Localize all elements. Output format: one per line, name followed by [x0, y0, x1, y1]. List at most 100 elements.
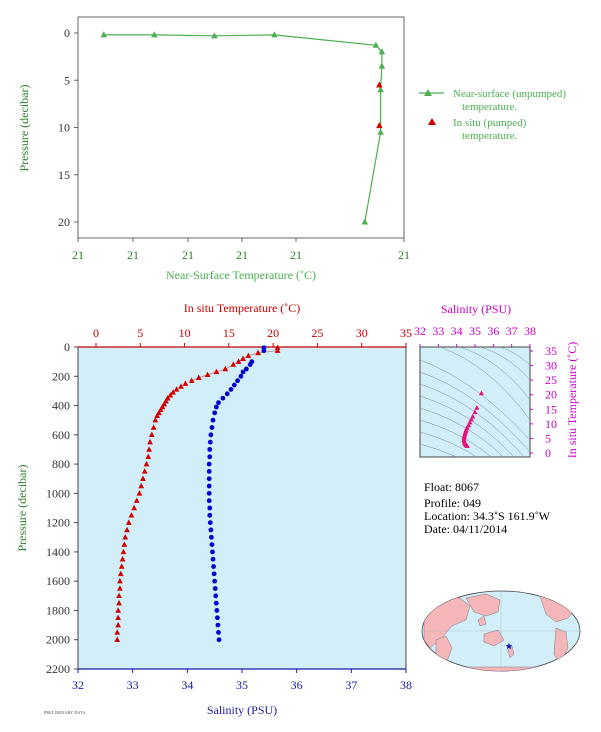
temperature-point — [170, 389, 176, 395]
legend-label-in-situ-1: In situ (pumped) — [453, 117, 527, 129]
near-surface-x-tick-label: 21 — [127, 248, 139, 262]
salinity-point — [210, 549, 215, 555]
profile-plot-area — [114, 344, 281, 643]
temperature-point — [274, 347, 281, 353]
ts-temperature-tick-label: 20 — [545, 388, 557, 402]
ts-salinity-tick-label: 34 — [451, 324, 463, 338]
temperature-axis-label: In situ Temperature (˚C) — [184, 301, 301, 315]
pressure-tick-label: 1000 — [46, 486, 70, 500]
temperature-tick-label: 20 — [267, 326, 279, 340]
near-surface-y-tick-label: 20 — [58, 215, 70, 229]
temperature-point — [146, 446, 153, 452]
ts-point — [474, 405, 480, 410]
pressure-tick-label: 1600 — [46, 574, 70, 588]
near-surface-x-ticks: 21 21 21 21 21 21 — [72, 238, 410, 262]
salinity-point — [213, 404, 219, 410]
pressure-tick-label: 200 — [52, 369, 70, 383]
temperature-tick-label: 30 — [356, 326, 368, 340]
temperature-point — [117, 577, 123, 584]
temperature-point — [167, 392, 174, 398]
salinity-point — [216, 630, 221, 635]
temperature-point — [116, 592, 122, 599]
temperature-point — [140, 475, 146, 481]
salinity-point — [206, 490, 212, 496]
near-surface-point — [377, 128, 384, 135]
salinity-tick-label: 37 — [345, 678, 357, 692]
salinity-point — [220, 395, 226, 401]
world-map — [421, 590, 581, 672]
near-surface-chart: 0 5 10 15 20 21 21 21 21 21 21 Pressure (decibar)… — [17, 16, 566, 282]
near-surface-x-tick-label: 21 — [72, 248, 84, 262]
salinity-point — [212, 578, 218, 584]
salinity-point — [212, 410, 218, 416]
near-surface-x-tick-label: 21 — [290, 248, 302, 262]
salinity-point — [208, 527, 214, 533]
salinity-tick-label: 35 — [236, 678, 248, 692]
salinity-point — [206, 483, 212, 489]
salinity-point — [213, 600, 219, 606]
ts-point — [472, 409, 478, 415]
ts-temperature-tick-label: 25 — [545, 373, 557, 387]
pressure-tick-label: 600 — [52, 428, 70, 442]
temperature-point — [143, 460, 150, 467]
temperature-point — [115, 607, 122, 613]
ts-salinity-tick-label: 38 — [524, 324, 536, 338]
temperature-point — [118, 563, 125, 569]
temperature-point — [182, 380, 189, 386]
near-surface-y-tick-label: 15 — [58, 168, 70, 182]
temperature-point — [154, 412, 160, 419]
salinity-point — [207, 447, 213, 452]
near-surface-point — [271, 31, 278, 38]
salinity-point — [206, 461, 212, 467]
temperature-point — [120, 548, 127, 555]
salinity-point — [208, 534, 214, 540]
footer-stamp: PRELIMINARY DATA — [44, 710, 86, 715]
ts-salinity-tick-label: 32 — [414, 324, 426, 338]
salinity-point — [209, 425, 215, 430]
salinity-point — [240, 369, 246, 375]
pressure-tick-label: 2200 — [46, 662, 70, 676]
profile-date: Date: 04/11/2014 — [424, 522, 507, 536]
temperature-point — [125, 519, 132, 525]
near-surface-legend: Near-surface (unpumped) temperature. In … — [419, 88, 566, 142]
ts-temperature-tick-label: 10 — [545, 417, 557, 431]
temperature-point — [173, 386, 180, 392]
temperature-point — [145, 453, 152, 460]
near-surface-point — [372, 41, 380, 48]
ts-y-axis-label: In situ Temperature (˚C) — [565, 342, 579, 459]
near-surface-x-tick-label: 21 — [182, 248, 194, 262]
pressure-tick-label: 0 — [64, 340, 70, 354]
temperature-point — [133, 497, 140, 503]
temperature-point — [121, 541, 128, 547]
temperature-point — [131, 504, 137, 511]
legend-label-near-surface-1: Near-surface (unpumped) — [453, 88, 566, 100]
salinity-point — [224, 391, 230, 397]
temperature-point — [188, 377, 195, 383]
temperature-tick-label: 0 — [93, 326, 99, 340]
salinity-tick-label: 32 — [72, 678, 84, 692]
temperature-point — [114, 636, 121, 642]
near-surface-point — [378, 48, 386, 55]
pressure-tick-label: 400 — [52, 399, 70, 413]
float-number: Float: 8067 — [424, 480, 479, 494]
legend-label-in-situ-2: temperature. — [462, 130, 518, 142]
ts-salinity-tick-label: 37 — [506, 324, 518, 338]
temperature-point — [136, 490, 143, 496]
float-location-marker — [505, 642, 513, 650]
salinity-point — [206, 476, 212, 482]
temperature-point — [240, 355, 246, 361]
pressure-tick-label: 2000 — [46, 633, 70, 647]
profile-salinity-ticks: 32 33 34 35 36 37 38 — [72, 669, 412, 692]
temperature-point — [124, 526, 130, 533]
salinity-point — [215, 622, 221, 628]
near-surface-y-tick-label: 5 — [64, 73, 70, 87]
temperature-tick-label: 35 — [400, 326, 412, 340]
temperature-point — [230, 361, 237, 367]
ts-temperature-tick-label: 15 — [545, 402, 557, 416]
salinity-point — [210, 417, 216, 423]
salinity-tick-label: 33 — [127, 678, 139, 692]
salinity-point — [238, 373, 244, 379]
in-situ-point — [376, 122, 383, 129]
